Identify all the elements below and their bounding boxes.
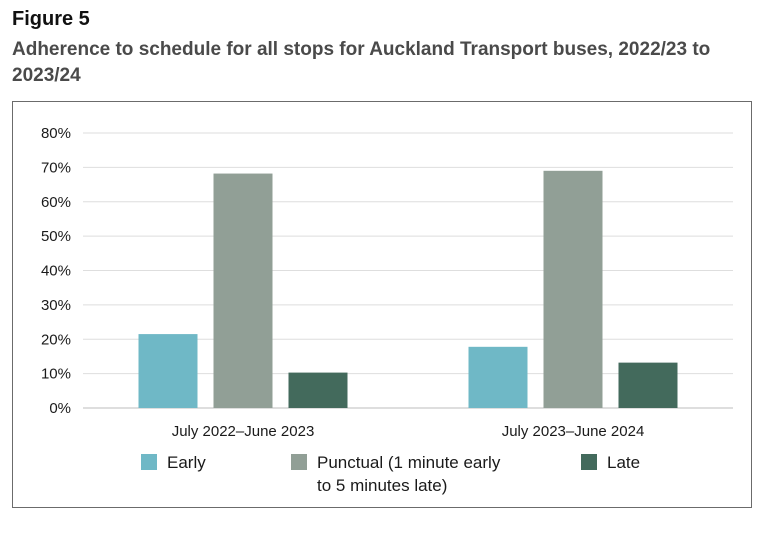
y-tick-label: 80%	[41, 125, 71, 142]
legend-label: Punctual (1 minute early	[317, 453, 501, 472]
legend-swatch	[291, 454, 307, 470]
chart-frame: 0% 10% 20% 30% 40% 50% 60% 70% 80% July 2022–Jun…	[12, 101, 752, 508]
legend-swatch	[581, 454, 597, 470]
y-tick-label: 30%	[41, 297, 71, 314]
legend-swatch	[141, 454, 157, 470]
bar-early	[138, 334, 198, 408]
bar-punctual	[213, 173, 273, 408]
bar-chart: 0% 10% 20% 30% 40% 50% 60% 70% 80% July 2022–Jun…	[41, 125, 733, 495]
bar-early	[468, 346, 528, 408]
y-tick-label: 60%	[41, 194, 71, 211]
x-category-label: July 2023–June 2024	[502, 423, 645, 440]
y-tick-label: 10%	[41, 366, 71, 383]
legend-label: to 5 minutes late)	[317, 476, 447, 495]
bar-late	[618, 362, 678, 408]
x-category-label: July 2022–June 2023	[172, 423, 315, 440]
y-tick-label: 50%	[41, 228, 71, 245]
legend-label: Early	[167, 453, 206, 472]
y-tick-label: 0%	[49, 400, 71, 417]
y-tick-label: 20%	[41, 331, 71, 348]
bar-late	[288, 372, 348, 408]
y-tick-label: 70%	[41, 159, 71, 176]
y-tick-label: 40%	[41, 263, 71, 280]
figure-label: Figure 5	[12, 8, 90, 30]
legend-label: Late	[607, 453, 640, 472]
chart-title: Adherence to schedule for all stops for …	[12, 39, 711, 86]
bar-punctual	[543, 170, 603, 408]
